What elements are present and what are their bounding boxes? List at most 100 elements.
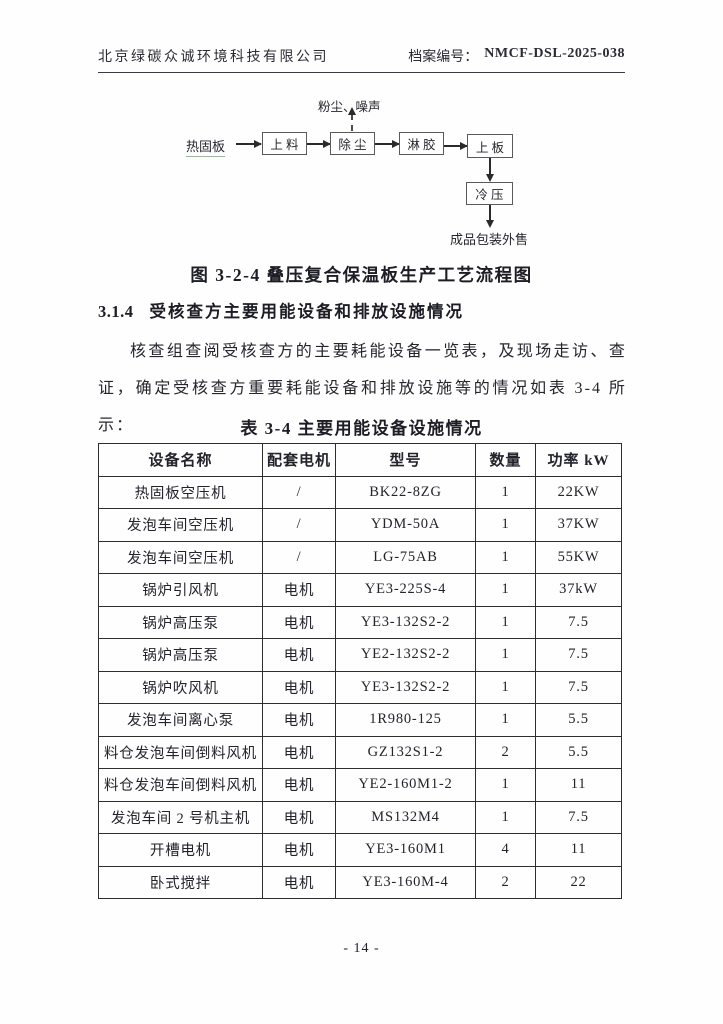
table-row: 发泡车间空压机 / LG-75AB 1 55KW [98, 540, 622, 574]
cell-model: GZ132S1-2 [335, 735, 476, 769]
cell-motor: 电机 [262, 800, 336, 834]
table-row: 锅炉高压泵 电机 YE2-132S2-2 1 7.5 [98, 638, 622, 672]
cell-model: YE3-132S2-2 [335, 670, 476, 704]
cell-device-name: 发泡车间空压机 [98, 508, 263, 542]
cell-power: 7.5 [535, 800, 622, 834]
table-header-row: 设备名称 配套电机 型号 数量 功率 kW [98, 443, 622, 477]
cell-model: 1R980-125 [335, 703, 476, 737]
cell-quantity: 2 [475, 865, 536, 899]
equipment-table-body: 热固板空压机 / BK22-8ZG 1 22KW 发泡车间空压机 / YDM-5… [98, 475, 622, 899]
body-paragraph: 核查组查阅受核查方的主要耗能设备一览表，及现场走访、查证，确定受核查方重要耗能设… [98, 343, 627, 434]
col-header-device-name: 设备名称 [98, 443, 263, 477]
cell-power: 55KW [535, 540, 622, 574]
section-number: 3.1.4 [98, 302, 134, 321]
cell-quantity: 1 [475, 670, 536, 704]
col-header-quantity: 数量 [475, 443, 536, 477]
cell-motor: 电机 [262, 670, 336, 704]
table-row: 锅炉引风机 电机 YE3-225S-4 1 37kW [98, 573, 622, 607]
cell-device-name: 锅炉吹风机 [98, 670, 263, 704]
flow-dashed-arrow-up [351, 114, 353, 131]
section-title: 受核查方主要用能设备和排放设施情况 [149, 302, 464, 321]
cell-device-name: 锅炉高压泵 [98, 605, 263, 639]
cell-power: 37KW [535, 508, 622, 542]
flow-arrow-2 [307, 143, 330, 145]
archive-label: 档案编号： [408, 50, 479, 65]
cell-model: YE3-225S-4 [335, 573, 476, 607]
cell-device-name: 锅炉引风机 [98, 573, 263, 607]
cell-motor: 电机 [262, 638, 336, 672]
cell-device-name: 发泡车间空压机 [98, 540, 263, 574]
cell-quantity: 1 [475, 638, 536, 672]
flow-step-gluing: 淋 胶 [399, 132, 444, 155]
cell-motor: 电机 [262, 573, 336, 607]
cell-power: 22KW [535, 475, 622, 509]
cell-model: YE3-132S2-2 [335, 605, 476, 639]
company-name: 北京绿碳众诚环境科技有限公司 [98, 50, 329, 65]
flow-arrow-3 [375, 143, 399, 145]
cell-motor: / [262, 540, 336, 574]
table-row: 发泡车间空压机 / YDM-50A 1 37KW [98, 508, 622, 542]
cell-device-name: 热固板空压机 [98, 475, 263, 509]
cell-model: LG-75AB [335, 540, 476, 574]
cell-quantity: 1 [475, 508, 536, 542]
cell-motor: 电机 [262, 833, 336, 867]
flow-step-dedusting: 除 尘 [330, 132, 375, 155]
flow-arrow-4 [444, 145, 467, 147]
cell-power: 7.5 [535, 638, 622, 672]
cell-quantity: 1 [475, 540, 536, 574]
document-header: 北京绿碳众诚环境科技有限公司 档案编号： NMCF-DSL-2025-038 [98, 46, 625, 73]
cell-model: YE3-160M1 [335, 833, 476, 867]
cell-quantity: 1 [475, 605, 536, 639]
cell-device-name: 发泡车间 2 号机主机 [98, 800, 263, 834]
cell-motor: 电机 [262, 768, 336, 802]
cell-power: 5.5 [535, 703, 622, 737]
table-title: 表 3-4 主要用能设备设施情况 [240, 419, 483, 438]
cell-device-name: 开槽电机 [98, 833, 263, 867]
cell-model: YE3-160M-4 [335, 865, 476, 899]
table-row: 发泡车间 2 号机主机 电机 MS132M4 1 7.5 [98, 800, 622, 834]
flow-input-label: 热固板 [186, 136, 226, 157]
cell-device-name: 锅炉高压泵 [98, 638, 263, 672]
table-row: 开槽电机 电机 YE3-160M1 4 11 [98, 833, 622, 867]
cell-device-name: 卧式搅拌 [98, 865, 263, 899]
cell-power: 5.5 [535, 735, 622, 769]
flow-arrow-down-2 [489, 205, 491, 221]
cell-quantity: 1 [475, 475, 536, 509]
cell-model: YDM-50A [335, 508, 476, 542]
table-row: 锅炉吹风机 电机 YE3-132S2-2 1 7.5 [98, 670, 622, 704]
archive-number-group: 档案编号： NMCF-DSL-2025-038 [408, 46, 625, 66]
cell-motor: / [262, 508, 336, 542]
cell-power: 7.5 [535, 670, 622, 704]
cell-power: 7.5 [535, 605, 622, 639]
cell-device-name: 发泡车间离心泵 [98, 703, 263, 737]
cell-model: YE2-160M1-2 [335, 768, 476, 802]
cell-motor: 电机 [262, 735, 336, 769]
section-heading: 3.1.4 受核查方主要用能设备和排放设施情况 [98, 298, 464, 322]
cell-power: 22 [535, 865, 622, 899]
cell-device-name: 料仓发泡车间倒料风机 [98, 768, 263, 802]
flow-arrow-down-1 [489, 158, 491, 175]
flow-step-feeding: 上 料 [262, 132, 307, 155]
cell-device-name: 料仓发泡车间倒料风机 [98, 735, 263, 769]
col-header-model: 型号 [335, 443, 476, 477]
cell-model: YE2-132S2-2 [335, 638, 476, 672]
cell-quantity: 1 [475, 768, 536, 802]
cell-motor: / [262, 475, 336, 509]
col-header-motor: 配套电机 [262, 443, 336, 477]
cell-motor: 电机 [262, 703, 336, 737]
table-row: 锅炉高压泵 电机 YE3-132S2-2 1 7.5 [98, 605, 622, 639]
flow-output-label: 成品包装外售 [450, 232, 529, 247]
equipment-table: 设备名称 配套电机 型号 数量 功率 kW 热固板空压机 / BK22-8ZG … [98, 443, 622, 899]
flow-step-cold-press: 冷 压 [466, 182, 513, 205]
cell-quantity: 1 [475, 573, 536, 607]
flow-arrow-1 [236, 143, 261, 145]
cell-quantity: 4 [475, 833, 536, 867]
cell-model: MS132M4 [335, 800, 476, 834]
flow-step-boarding: 上 板 [467, 134, 513, 158]
archive-number: NMCF-DSL-2025-038 [484, 46, 625, 61]
cell-quantity: 2 [475, 735, 536, 769]
cell-power: 11 [535, 833, 622, 867]
cell-quantity: 1 [475, 703, 536, 737]
cell-motor: 电机 [262, 605, 336, 639]
